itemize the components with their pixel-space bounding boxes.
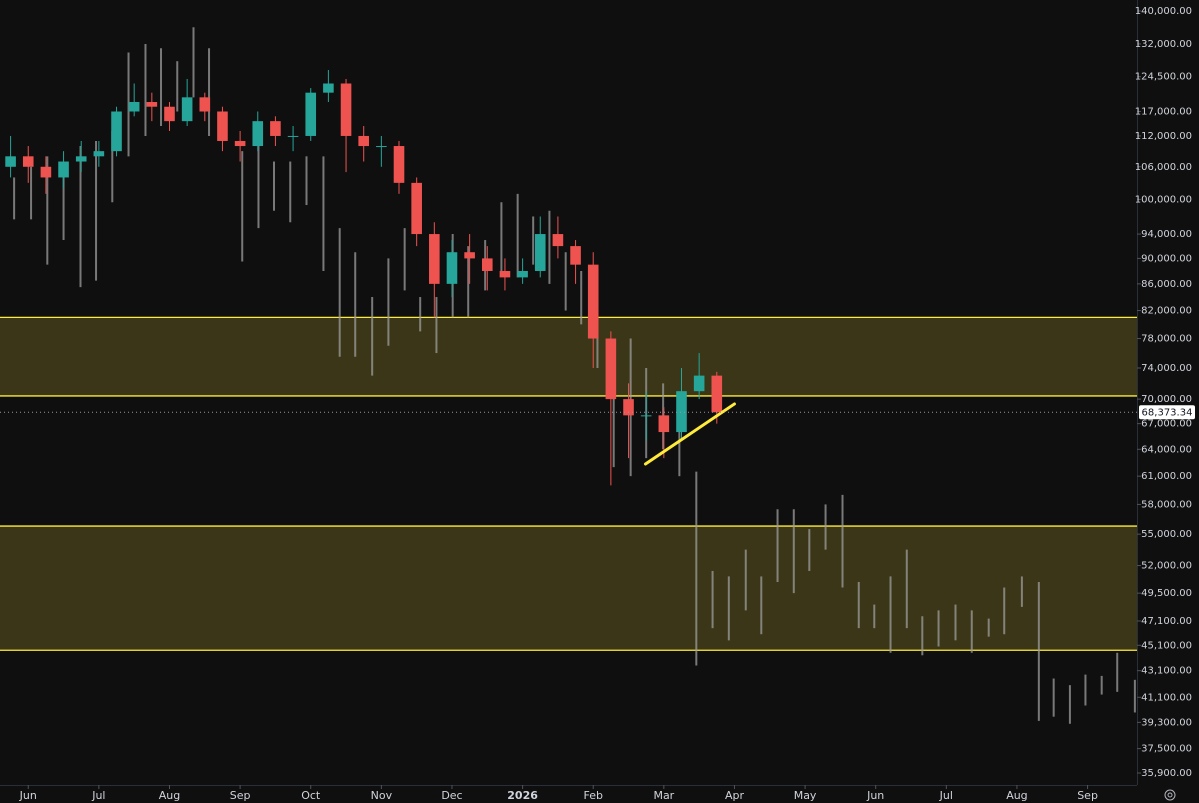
x-tick-label: Oct — [301, 789, 321, 802]
x-tick-label: Aug — [1006, 789, 1027, 802]
candle-body — [217, 111, 228, 141]
candle-body — [146, 102, 158, 107]
candle-body — [658, 415, 670, 433]
y-tick-label: 39,300.00 — [1141, 717, 1192, 728]
y-tick-label: 41,100.00 — [1141, 692, 1192, 703]
candle-body — [164, 106, 175, 122]
candle-body — [40, 166, 52, 178]
x-tick-label: Jun — [19, 789, 37, 802]
candle-body — [234, 140, 246, 147]
candle-body — [376, 146, 387, 148]
y-tick-label: 49,500.00 — [1141, 588, 1192, 599]
y-tick-label: 55,000.00 — [1141, 529, 1192, 540]
candle-body — [93, 151, 105, 157]
candle-body — [270, 121, 281, 136]
y-tick-label: 140,000.00 — [1135, 6, 1192, 17]
candle-body — [676, 391, 687, 433]
y-tick-label: 117,000.00 — [1135, 106, 1192, 117]
candle-body — [570, 246, 581, 265]
y-tick-label: 100,000.00 — [1135, 194, 1192, 205]
y-tick-label: 35,900.00 — [1141, 768, 1192, 779]
y-tick-label: 132,000.00 — [1135, 39, 1192, 50]
candle-body — [623, 399, 634, 416]
candle-body — [534, 234, 546, 271]
candle-body — [111, 111, 122, 152]
x-tick-label: 2026 — [507, 789, 538, 802]
y-tick-label: 61,000.00 — [1141, 471, 1192, 482]
y-tick-label: 45,100.00 — [1141, 640, 1192, 651]
candle-body — [587, 264, 599, 339]
last-price-label: 68,373.34 — [1142, 407, 1193, 418]
y-tick-label: 67,000.00 — [1141, 419, 1192, 430]
candle-body — [181, 97, 193, 122]
zone — [0, 526, 1137, 651]
candle-body — [305, 92, 317, 136]
candle-body — [411, 182, 422, 235]
y-tick-label: 94,000.00 — [1141, 229, 1192, 240]
candle-body — [429, 234, 440, 284]
candle-body — [517, 270, 528, 278]
zone — [0, 317, 1137, 396]
candle-body — [5, 156, 16, 167]
x-tick-label: Aug — [159, 789, 180, 802]
y-tick-label: 82,000.00 — [1141, 306, 1192, 317]
x-tick-label: Apr — [725, 789, 745, 802]
candle-body — [464, 252, 475, 259]
y-tick-label: 124,500.00 — [1135, 72, 1192, 83]
candle-body — [128, 102, 140, 112]
y-tick-label: 70,000.00 — [1141, 394, 1192, 405]
x-tick-label: Jul — [939, 789, 953, 802]
candle-body — [340, 83, 352, 136]
candle-body — [58, 161, 69, 178]
y-tick-label: 47,100.00 — [1141, 616, 1192, 627]
candle-body — [358, 135, 369, 147]
x-tick-label: May — [794, 789, 817, 802]
x-tick-label: Jun — [866, 789, 884, 802]
y-tick-label: 52,000.00 — [1141, 561, 1192, 572]
y-tick-label: 90,000.00 — [1141, 253, 1192, 264]
candle-body — [605, 338, 617, 400]
candle-body — [323, 83, 334, 93]
y-tick-label: 37,500.00 — [1141, 744, 1192, 755]
trendline — [643, 402, 736, 466]
y-tick-label: 78,000.00 — [1141, 334, 1192, 345]
y-tick-label: 43,100.00 — [1141, 666, 1192, 677]
candle-body — [287, 135, 299, 137]
candle-body — [552, 234, 564, 247]
candle-body — [446, 252, 458, 284]
candle-body — [640, 415, 652, 417]
candle-body — [199, 97, 211, 112]
last-price-box — [1139, 405, 1195, 420]
candle-body — [252, 121, 264, 147]
x-tick-label: Sep — [230, 789, 251, 802]
y-tick-label: 106,000.00 — [1135, 162, 1192, 173]
x-tick-label: Jul — [91, 789, 105, 802]
candle-body — [693, 375, 705, 392]
x-tick-label: Mar — [653, 789, 674, 802]
candle-body — [22, 156, 34, 167]
candle-body — [75, 156, 87, 162]
y-tick-label: 74,000.00 — [1141, 363, 1192, 374]
x-tick-label: Sep — [1077, 789, 1098, 802]
y-tick-label: 58,000.00 — [1141, 499, 1192, 510]
y-tick-label: 86,000.00 — [1141, 279, 1192, 290]
candle-body — [481, 258, 493, 271]
x-tick-label: Dec — [441, 789, 462, 802]
x-tick-label: Nov — [371, 789, 393, 802]
y-tick-label: 112,000.00 — [1135, 131, 1192, 142]
candle-body — [393, 146, 405, 183]
candle-body — [711, 375, 723, 413]
y-tick-label: 64,000.00 — [1141, 444, 1192, 455]
x-tick-label: Feb — [583, 789, 602, 802]
candle-body — [499, 270, 511, 278]
settings-icon[interactable] — [1164, 789, 1176, 801]
plot-area — [0, 27, 1137, 724]
